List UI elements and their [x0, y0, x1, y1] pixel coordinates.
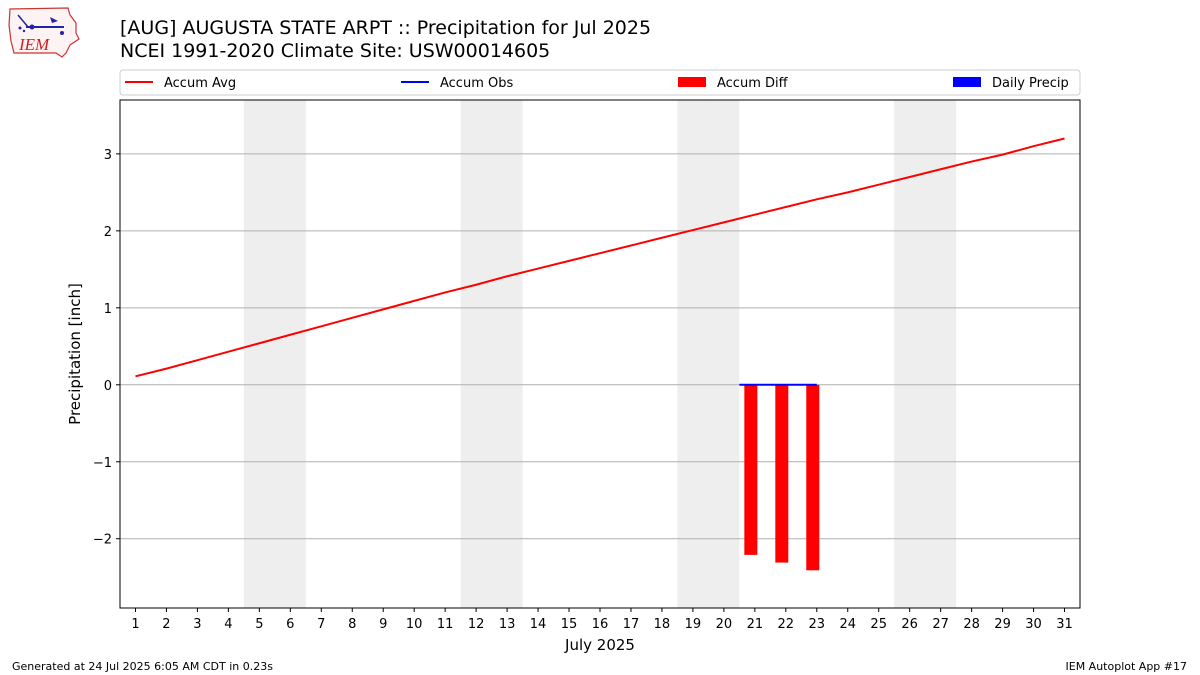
x-tick-label: 7 — [317, 617, 325, 632]
series-lines — [135, 137, 1065, 386]
x-tick-label: 14 — [530, 617, 547, 632]
x-tick-label: 16 — [592, 617, 609, 632]
weekend-band — [460, 100, 523, 608]
x-tick-label: 17 — [623, 617, 640, 632]
windvane-icon — [17, 14, 29, 28]
x-tick-label: 24 — [839, 617, 856, 632]
accum-diff-bar — [806, 384, 820, 571]
x-tick-label: 5 — [255, 617, 263, 632]
app-label: IEM Autoplot App #17 — [1065, 660, 1188, 673]
x-tick-label: 20 — [716, 617, 733, 632]
x-tick-label: 19 — [685, 617, 702, 632]
y-tick-label: 1 — [104, 302, 112, 317]
flag-icon — [50, 17, 58, 23]
y-tick-label: 2 — [104, 225, 112, 240]
x-tick-label: 26 — [901, 617, 918, 632]
accum-diff-bar — [775, 384, 789, 563]
x-tick-label: 12 — [468, 617, 485, 632]
bars — [744, 384, 820, 571]
x-tick-label: 25 — [870, 617, 887, 632]
legend-label: Accum Avg — [164, 76, 236, 91]
x-tick-label: 29 — [994, 617, 1011, 632]
legend-patch-swatch — [678, 77, 706, 87]
x-tick-label: 15 — [561, 617, 578, 632]
x-tick-label: 23 — [809, 617, 826, 632]
x-tick-label: 11 — [437, 617, 454, 632]
legend-patch-swatch — [953, 77, 981, 87]
iowa-outline-shape — [8, 7, 80, 58]
legend-box — [119, 69, 1081, 96]
x-tick-label: 27 — [932, 617, 949, 632]
x-tick-label: 31 — [1056, 617, 1073, 632]
y-tick-label: −2 — [93, 533, 112, 548]
x-tick-label: 4 — [224, 617, 232, 632]
x-tick-label: 22 — [778, 617, 795, 632]
generated-timestamp: Generated at 24 Jul 2025 6:05 AM CDT in … — [12, 660, 273, 673]
x-axis-label: July 2025 — [564, 636, 635, 654]
y-axis: −2 −1 0 1 2 3 — [93, 148, 120, 548]
y-tick-label: 3 — [104, 148, 112, 163]
legend-label: Accum Obs — [440, 76, 513, 91]
station-dot-icon — [29, 24, 35, 30]
y-axis-label: Precipitation [inch] — [66, 283, 84, 425]
x-tick-label: 1 — [131, 617, 139, 632]
rain-drop-icon — [22, 29, 26, 33]
legend: Accum Avg Accum Obs Accum Diff Daily Precip — [119, 69, 1081, 96]
legend-label: Accum Diff — [717, 76, 789, 91]
chart-title: [AUG] AUGUSTA STATE ARPT :: Precipitatio… — [120, 17, 652, 39]
x-tick-label: 8 — [348, 617, 356, 632]
accum-diff-bar — [744, 384, 758, 555]
x-tick-label: 30 — [1025, 617, 1042, 632]
weekend-shading — [243, 100, 957, 608]
x-tick-label: 2 — [162, 617, 170, 632]
x-tick-label: 10 — [406, 617, 423, 632]
x-tick-label: 13 — [499, 617, 516, 632]
gridlines — [120, 153, 1080, 540]
x-tick-label: 21 — [747, 617, 764, 632]
logo-text: IEM — [18, 35, 50, 54]
weekend-band — [243, 100, 306, 608]
rain-drop-icon — [18, 26, 22, 30]
accum-avg-line — [135, 137, 1065, 378]
x-axis: 1 2 3 4 5 6 7 8 9 10 11 12 13 14 15 16 17 18 19 20 21 22 23 24 2… — [131, 608, 1073, 632]
x-tick-label: 9 — [379, 617, 387, 632]
x-tick-label: 28 — [963, 617, 980, 632]
weekend-band — [894, 100, 957, 608]
chart-subtitle: NCEI 1991-2020 Climate Site: USW00014605 — [120, 40, 551, 62]
legend-label: Daily Precip — [992, 76, 1069, 91]
x-tick-label: 3 — [193, 617, 201, 632]
x-tick-label: 6 — [286, 617, 294, 632]
sensor-icon — [60, 31, 64, 35]
iem-logo: IEM — [8, 7, 80, 58]
x-tick-label: 18 — [654, 617, 671, 632]
y-tick-label: −1 — [93, 456, 112, 471]
weekend-band — [677, 100, 740, 608]
y-tick-label: 0 — [104, 379, 112, 394]
